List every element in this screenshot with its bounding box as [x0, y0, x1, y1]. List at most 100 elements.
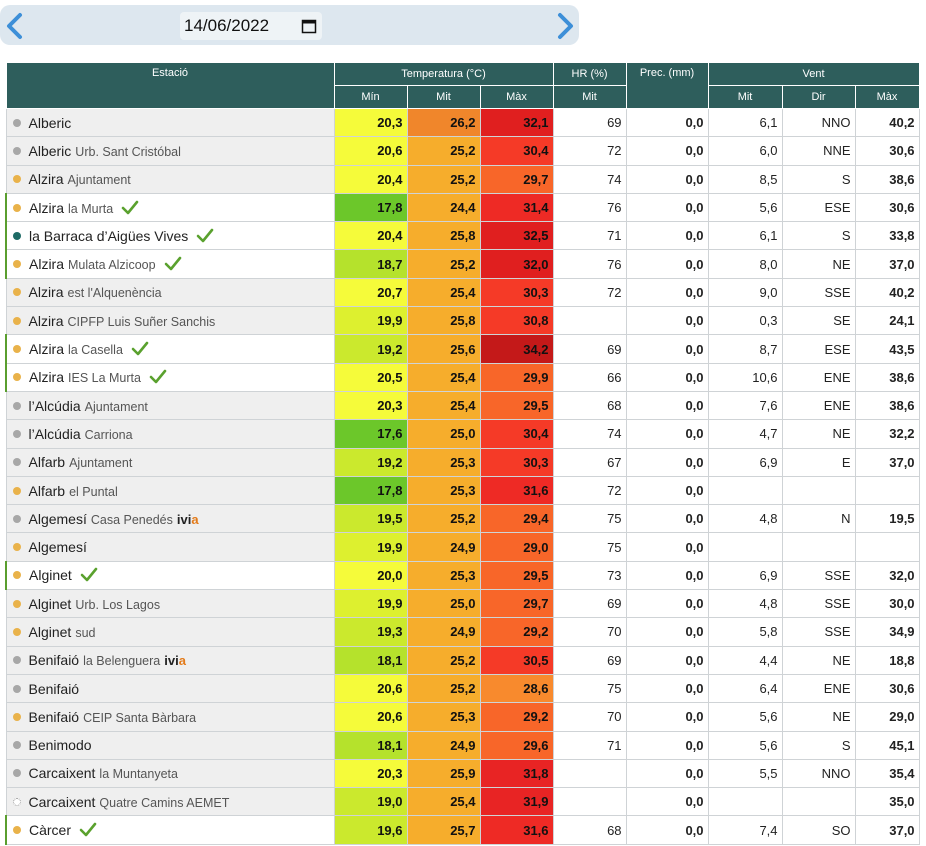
wind-max-cell: 38,6: [854, 164, 920, 194]
station-cell[interactable]: Benifaió la Belenguera ivia: [5, 645, 335, 675]
table-row[interactable]: Alzira Mulata Alzicoop 18,7 25,2 32,0 76 0,0 8,…: [5, 249, 920, 279]
temp-min-cell: 18,7: [333, 249, 408, 279]
station-cell[interactable]: Alzira Mulata Alzicoop: [5, 249, 335, 279]
station-name[interactable]: la Barraca d’Aigües Vives: [29, 227, 189, 244]
table-row[interactable]: Benifaió 20,6 25,2 28,6 75 0,0 6,4 ENE 30,6: [5, 673, 920, 704]
station-cell[interactable]: Alzira CIPFP Luis Suñer Sanchis: [5, 306, 335, 336]
header-temp-max[interactable]: Màx: [479, 85, 554, 109]
header-temp-min[interactable]: Mín: [333, 85, 408, 109]
station-name[interactable]: Alberic: [28, 114, 72, 131]
table-row[interactable]: l’Alcúdia Carriona 17,6 25,0 30,4 74 0,0 4,7 NE 3…: [5, 419, 920, 449]
station-name[interactable]: Alzira: [28, 312, 64, 329]
station-name[interactable]: Carcaixent: [28, 765, 96, 782]
table-row[interactable]: Algemesí Casa Penedés ivia 19,5 25,2 29,4 75 0,…: [5, 504, 920, 534]
station-name[interactable]: Benimodo: [28, 737, 92, 754]
station-cell[interactable]: Alfarb Ajuntament: [5, 447, 335, 477]
table-row[interactable]: Alzira CIPFP Luis Suñer Sanchis 19,9 25,8 30…: [5, 306, 920, 336]
station-name[interactable]: Alzira: [28, 171, 64, 188]
table-row[interactable]: Alzira Ajuntament 20,4 25,2 29,7 74 0,0 8,5 S 38,…: [5, 164, 920, 194]
temp-mit-cell: 25,0: [406, 589, 481, 619]
table-row[interactable]: Alberic Urb. Sant Cristóbal 20,6 25,2 30,4 72…: [5, 136, 920, 166]
table-row[interactable]: Alginet 20,0 25,3 29,5 73 0,0 6,9 SSE 32,0: [5, 560, 920, 591]
calendar-icon[interactable]: [301, 18, 317, 34]
station-cell[interactable]: Alginet sud: [5, 617, 335, 647]
station-cell[interactable]: la Barraca d’Aigües Vives: [5, 221, 335, 251]
table-row[interactable]: Alzira la Murta 17,8 24,4 31,4 76 0,0 5,6 ESE 30,…: [5, 192, 920, 223]
station-name[interactable]: Algemesí: [28, 510, 87, 527]
table-row[interactable]: Alzira est l'Alquenència 20,7 25,4 30,3 72 0,0…: [5, 277, 920, 308]
table-row[interactable]: Benifaió la Belenguera ivia 18,1 25,2 30,5 69 0…: [5, 645, 920, 675]
station-cell[interactable]: Alzira est l'Alquenència: [5, 277, 335, 308]
table-row[interactable]: Càrcer 19,6 25,7 31,6 68 0,0 7,4 SO 37,0: [5, 815, 920, 845]
station-name[interactable]: l’Alcúdia: [28, 425, 81, 442]
station-cell[interactable]: Alginet Urb. Los Lagos: [5, 589, 335, 619]
station-cell[interactable]: Carcaixent Quatre Camins AEMET: [5, 787, 335, 817]
table-row[interactable]: Alzira la Casella 19,2 25,6 34,2 69 0,0 8,7 ESE 4…: [5, 334, 920, 364]
station-location: Mulata Alzicoop: [68, 258, 156, 273]
station-name[interactable]: Benifaió: [28, 708, 80, 725]
station-cell[interactable]: Alfarb el Puntal: [5, 475, 335, 506]
station-cell[interactable]: Alzira Ajuntament: [5, 164, 335, 194]
table-row[interactable]: Alginet sud 19,3 24,9 29,2 70 0,0 5,8 SSE 34,9: [5, 617, 920, 647]
station-name[interactable]: Alzira: [29, 256, 65, 273]
station-name[interactable]: Alginet: [29, 567, 72, 584]
station-cell[interactable]: Càrcer: [5, 815, 335, 845]
station-name[interactable]: Alzira: [29, 199, 65, 216]
station-name[interactable]: Alfarb: [28, 454, 66, 471]
station-name[interactable]: l’Alcúdia: [28, 397, 81, 414]
station-cell[interactable]: l’Alcúdia Carriona: [5, 419, 335, 449]
table-row[interactable]: l’Alcúdia Ajuntament 20,3 25,4 29,5 68 0,0 7,6 E…: [5, 390, 920, 421]
previous-day-arrow-icon[interactable]: [3, 12, 27, 40]
table-row[interactable]: Carcaixent la Muntanyeta 20,3 25,9 31,8 0,0 5,…: [5, 758, 920, 789]
station-name[interactable]: Alzira: [28, 284, 64, 301]
precip-cell: 0,0: [625, 532, 709, 562]
station-cell[interactable]: Algemesí Casa Penedés ivia: [5, 504, 335, 534]
station-cell[interactable]: Alzira IES La Murta: [5, 362, 335, 392]
wind-dir-cell: [781, 532, 856, 562]
station-cell[interactable]: Alberic: [5, 107, 335, 138]
header-wind-max[interactable]: Màx: [854, 85, 920, 109]
station-cell[interactable]: Benifaió CEIP Santa Bàrbara: [5, 702, 335, 732]
station-name[interactable]: Benifaió: [28, 652, 80, 669]
station-name[interactable]: Alzira: [29, 341, 65, 358]
header-precip[interactable]: Prec. (mm): [625, 62, 709, 109]
humidity-cell: 71: [552, 730, 627, 760]
next-day-arrow-icon[interactable]: [553, 12, 577, 40]
station-name[interactable]: Alberic: [28, 142, 72, 159]
table-row[interactable]: Alberic 20,3 26,2 32,1 69 0,0 6,1 NNO 40,2: [5, 107, 920, 138]
header-station[interactable]: Estació: [5, 62, 335, 109]
temp-max-cell: 29,2: [479, 702, 554, 732]
table-row[interactable]: Alzira IES La Murta 20,5 25,4 29,9 66 0,0 10,6 E…: [5, 362, 920, 392]
station-name[interactable]: Càrcer: [29, 822, 72, 839]
station-name[interactable]: Carcaixent: [28, 793, 96, 810]
station-cell[interactable]: Alzira la Casella: [5, 334, 335, 364]
table-row[interactable]: Benifaió CEIP Santa Bàrbara 20,6 25,3 29,2 70…: [5, 702, 920, 732]
station-name[interactable]: Benifaió: [28, 680, 80, 697]
header-wind-dir[interactable]: Dir: [781, 85, 856, 109]
table-row[interactable]: Alginet Urb. Los Lagos 19,9 25,0 29,7 69 0,0 4,…: [5, 589, 920, 619]
station-name[interactable]: Algemesí: [28, 539, 87, 556]
station-cell[interactable]: Carcaixent la Muntanyeta: [5, 758, 335, 789]
station-name[interactable]: Alginet: [28, 595, 72, 612]
table-row[interactable]: Benimodo 18,1 24,9 29,6 71 0,0 5,6 S 45,1: [5, 730, 920, 760]
station-cell[interactable]: Alzira la Murta: [5, 192, 335, 223]
station-name[interactable]: Alginet: [28, 623, 72, 640]
station-name[interactable]: Alfarb: [28, 482, 66, 499]
table-row[interactable]: Algemesí 19,9 24,9 29,0 75 0,0: [5, 532, 920, 562]
header-hr-mit[interactable]: Mit: [552, 85, 627, 109]
station-cell[interactable]: Benimodo: [5, 730, 335, 760]
header-wind-mit[interactable]: Mit: [707, 85, 783, 109]
date-input[interactable]: 14/06/2022: [180, 12, 322, 40]
station-cell[interactable]: l’Alcúdia Ajuntament: [5, 390, 335, 421]
header-temp-mit[interactable]: Mit: [406, 85, 481, 109]
station-cell[interactable]: Alginet: [5, 560, 335, 591]
table-row[interactable]: Alfarb Ajuntament 19,2 25,3 30,3 67 0,0 6,9 E 37,…: [5, 447, 920, 477]
temp-min-cell: 19,9: [333, 306, 408, 336]
table-row[interactable]: la Barraca d’Aigües Vives 20,4 25,8 32,5 71 0…: [5, 221, 920, 251]
station-name[interactable]: Alzira: [29, 369, 65, 386]
table-row[interactable]: Alfarb el Puntal 17,8 25,3 31,6 72 0,0: [5, 475, 920, 506]
station-cell[interactable]: Alberic Urb. Sant Cristóbal: [5, 136, 335, 166]
table-row[interactable]: Carcaixent Quatre Camins AEMET 19,0 25,4 31,…: [5, 787, 920, 817]
station-cell[interactable]: Benifaió: [5, 673, 335, 704]
station-cell[interactable]: Algemesí: [5, 532, 335, 562]
